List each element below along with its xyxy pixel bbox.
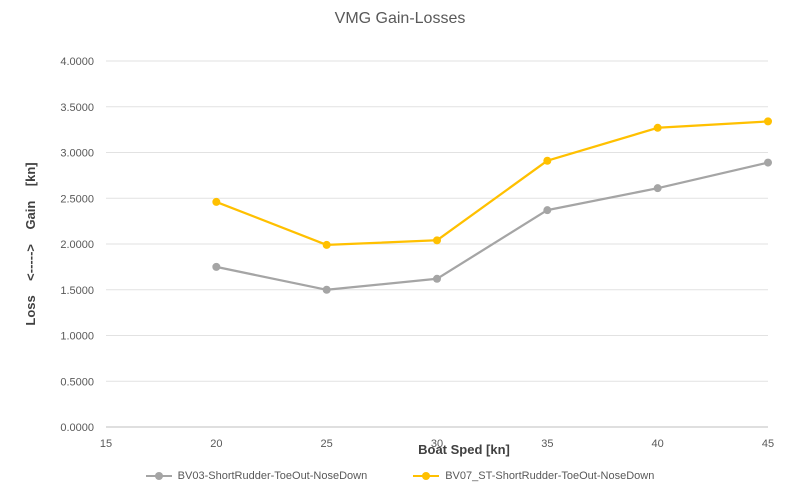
x-tick-labels: 15 20 25 30 35 40 45 (100, 438, 774, 450)
series-2-line (215, 120, 769, 247)
series-1-point[interactable] (653, 184, 662, 193)
series-1 (212, 158, 772, 294)
x-tick-label: 15 (100, 438, 112, 450)
series-1-point[interactable] (212, 262, 221, 271)
x-axis-title: Boat Sped [kn] (418, 442, 510, 457)
y-axis-title: Loss <-----> Gain [kn] (23, 162, 38, 325)
series-2-point[interactable] (322, 240, 331, 249)
series-1-point[interactable] (433, 274, 441, 283)
y-tick-label: 4.0000 (60, 56, 94, 68)
legend-item-series-2[interactable]: BV07_ST-ShortRudder-ToeOut-NoseDown (413, 470, 654, 482)
legend-label-series-2: BV07_ST-ShortRudder-ToeOut-NoseDown (445, 470, 655, 482)
series-2-point[interactable] (212, 197, 221, 206)
legend-marker-series-2 (413, 471, 440, 481)
legend-marker-series-1 (145, 471, 172, 481)
series-1-line (216, 161, 769, 291)
y-tick-label: 0.0000 (60, 422, 94, 434)
y-tick-labels: 0.0000 0.5000 1.0000 1.5000 2.0000 2.5000 3.00… (60, 56, 94, 434)
series-layer (212, 117, 772, 294)
y-tick-label: 1.0000 (60, 331, 94, 343)
y-tick-label: 0.5000 (60, 376, 94, 388)
series-2-point[interactable] (543, 156, 552, 165)
series-1-point[interactable] (764, 158, 772, 167)
x-tick-label: 40 (652, 438, 664, 450)
series-2 (212, 117, 772, 249)
y-tick-label: 3.5000 (60, 102, 94, 114)
x-tick-label: 25 (321, 438, 333, 450)
series-2-point[interactable] (433, 236, 441, 245)
series-1-point[interactable] (543, 206, 552, 215)
y-tick-label: 1.5000 (60, 285, 94, 297)
series-2-point[interactable] (653, 123, 662, 132)
x-tick-label: 20 (210, 438, 222, 450)
y-tick-label: 3.0000 (60, 148, 94, 160)
y-tick-label: 2.0000 (60, 239, 94, 251)
legend-label-series-1: BV03-ShortRudder-ToeOut-NoseDown (177, 470, 368, 482)
legend-item-series-1[interactable]: BV03-ShortRudder-ToeOut-NoseDown (145, 470, 368, 482)
x-tick-label: 35 (541, 438, 553, 450)
series-1-point[interactable] (322, 285, 331, 294)
x-tick-label: 30 (431, 438, 443, 450)
x-tick-label: 45 (762, 438, 774, 450)
chart-title: VMG Gain-Losses (334, 10, 466, 27)
series-2-point[interactable] (764, 117, 772, 126)
y-tick-label: 2.5000 (60, 193, 94, 205)
legend: BV03-ShortRudder-ToeOut-NoseDown BV07_ST… (0, 470, 800, 482)
